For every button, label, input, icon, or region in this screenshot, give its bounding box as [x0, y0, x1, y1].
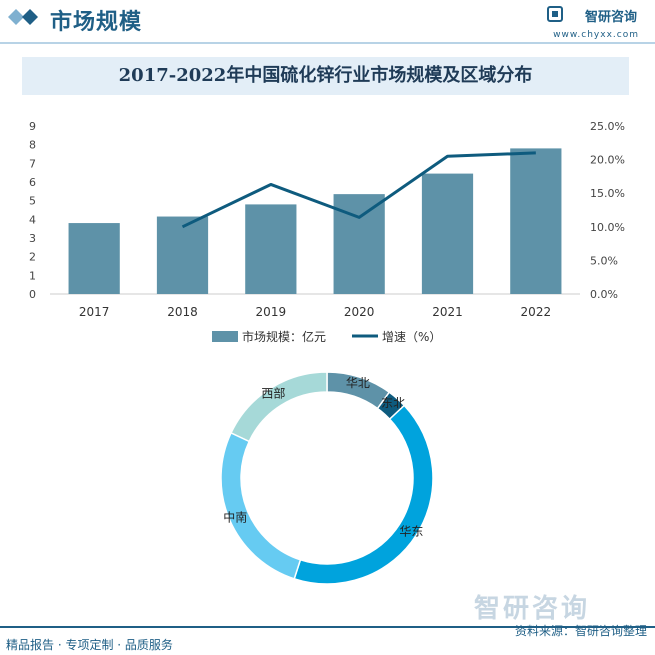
footer-divider	[0, 626, 655, 628]
left-axis-tick-label: 3	[29, 232, 36, 245]
right-axis-tick-label: 25.0%	[590, 120, 625, 133]
brand-name: 智研咨询	[584, 10, 637, 25]
header-divider	[0, 42, 655, 44]
left-axis-tick-label: 0	[29, 288, 36, 301]
right-axis-tick-label: 15.0%	[590, 187, 625, 200]
bar-2018	[156, 216, 209, 294]
watermark-logo: 智研咨询	[474, 594, 591, 624]
bar-2017	[68, 223, 120, 294]
x-tick-label: 2019	[256, 305, 287, 319]
left-axis-tick-label: 4	[29, 213, 36, 226]
x-tick-label: 2017	[79, 305, 110, 319]
x-tick-label: 2022	[521, 305, 552, 319]
page-title: 市场规模	[50, 10, 143, 35]
x-tick-label: 2018	[167, 305, 198, 319]
chart-title-band: 2017-2022年中国硫化锌行业市场规模及区域分布	[22, 57, 629, 95]
combo-chart: 0 1 2 3 4 5 6 7 8 9 0.0% 5.0% 10.0% 15.0% 20.0% 25.0% 20…	[29, 120, 625, 344]
legend-label-bar: 市场规模：亿元	[242, 329, 326, 344]
donut-label: 东北	[381, 396, 405, 410]
right-axis-tick-label: 5.0%	[590, 254, 618, 267]
footer: 精品报告 · 专项定制 · 品质服务	[0, 626, 655, 655]
donut-label: 华北	[346, 376, 370, 390]
brand-logo-icon	[547, 6, 563, 22]
right-axis-tick-label: 10.0%	[590, 221, 625, 234]
growth-line	[181, 151, 536, 229]
x-tick-label: 2020	[344, 305, 375, 319]
donut-slice-中南	[220, 431, 302, 580]
footer-slogan: 精品报告 · 专项定制 · 品质服务	[6, 638, 173, 652]
brand-url: www.chyxx.com	[553, 30, 639, 40]
right-axis-tick-label: 20.0%	[590, 154, 625, 167]
source-note: 资料来源：智研咨询整理	[514, 624, 647, 638]
left-axis-tick-label: 8	[29, 139, 36, 152]
left-axis-tick-label: 7	[29, 157, 36, 170]
donut-label: 华东	[399, 525, 423, 539]
chart-title: 2017-2022年中国硫化锌行业市场规模及区域分布	[118, 65, 533, 86]
donut-slice-华东	[293, 404, 434, 585]
chevron-arrow-icon	[8, 9, 38, 25]
left-axis-tick-label: 6	[29, 176, 36, 189]
donut-label: 西部	[261, 386, 285, 401]
donut-label: 中南	[223, 510, 247, 525]
right-axis-tick-label: 0.0%	[590, 288, 618, 301]
bar-2022	[510, 148, 562, 294]
bar-2019	[245, 204, 297, 294]
left-axis-tick-label: 9	[29, 120, 36, 133]
x-tick-label: 2021	[432, 305, 463, 319]
left-axis-tick-label: 2	[29, 251, 36, 264]
left-axis-tick-label: 5	[29, 195, 36, 208]
bar-2021	[421, 173, 474, 294]
left-axis-tick-label: 1	[29, 269, 36, 282]
legend-label-line: 增速（%）	[382, 330, 441, 344]
header: 市场规模 智研咨询 www.chyxx.com	[0, 0, 655, 44]
legend-swatch-bar	[212, 331, 238, 342]
donut-slice-西部	[230, 371, 328, 443]
